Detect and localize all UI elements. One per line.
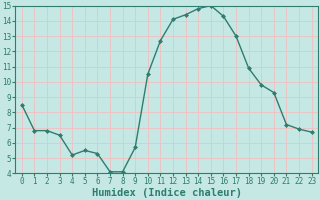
X-axis label: Humidex (Indice chaleur): Humidex (Indice chaleur) — [92, 188, 242, 198]
